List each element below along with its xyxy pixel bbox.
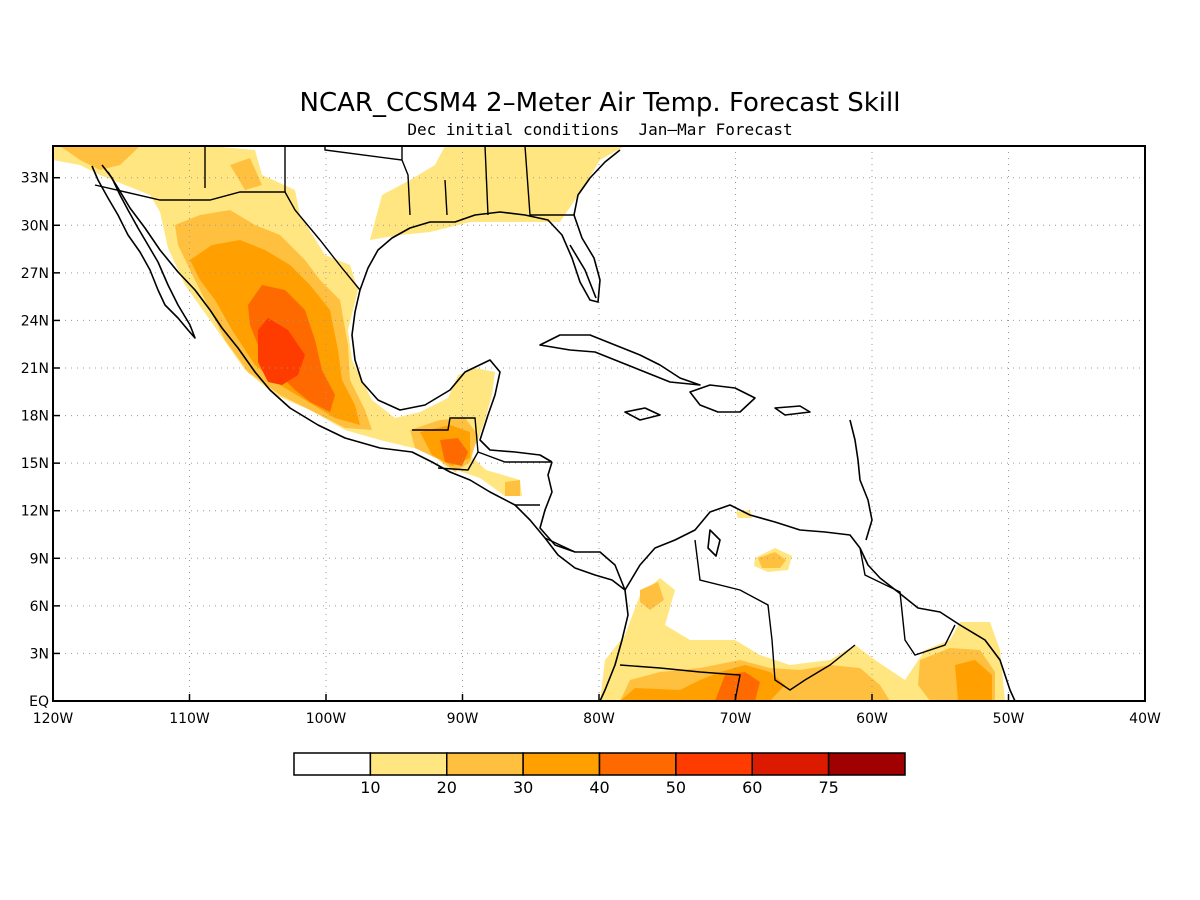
colorbar-label: 20 xyxy=(437,778,457,797)
coastline-lesser-antilles xyxy=(849,419,873,541)
colorbar-label: 10 xyxy=(360,778,380,797)
coastline-jamaica xyxy=(624,407,661,421)
y-tick-label: 15N xyxy=(21,456,49,472)
skill-region-venezuela-level2 xyxy=(758,552,786,568)
y-tick-label: 18N xyxy=(21,409,49,425)
coastline-south-america-north xyxy=(624,504,1016,701)
map-subtitle: Dec initial conditions Jan–Mar Forecast xyxy=(407,120,792,139)
border-central-america xyxy=(477,451,576,553)
border-guianas xyxy=(859,547,956,656)
coastline-baja-california xyxy=(91,164,196,339)
skill-shading-level2 xyxy=(60,146,995,701)
y-tick-label: 27N xyxy=(21,266,49,282)
map-title: NCAR_CCSM4 2–Meter Air Temp. Forecast Sk… xyxy=(300,88,901,118)
x-tick-label: 110W xyxy=(169,711,210,727)
coastline-lake-maracaibo xyxy=(707,529,721,557)
x-tick-label: 90W xyxy=(447,711,479,727)
colorbar: 10 20 30 40 50 60 75 xyxy=(293,752,906,797)
coastline-gulf-of-mexico xyxy=(351,289,553,463)
map-gridlines xyxy=(53,146,1145,701)
coastline-mexico-pacific xyxy=(107,171,626,591)
y-tick-label: 3N xyxy=(30,646,49,662)
colorbar-swatch xyxy=(751,752,830,776)
coastline-florida-keys xyxy=(569,244,597,299)
y-tick-label: 30N xyxy=(21,218,49,234)
colorbar-label: 30 xyxy=(513,778,533,797)
colorbar-label: 50 xyxy=(666,778,686,797)
border-us-states xyxy=(204,146,575,216)
x-tick-label: 60W xyxy=(856,711,888,727)
x-tick-label: 50W xyxy=(993,711,1025,727)
x-tick-label: 120W xyxy=(33,711,74,727)
colorbar-swatch xyxy=(369,752,448,776)
y-tick-label: 33N xyxy=(21,171,49,187)
latitude-ticks: EQ 3N 6N 9N 12N 15N 18N 21N 24N 27N 30N 33N xyxy=(21,171,60,710)
x-tick-label: 40W xyxy=(1129,711,1161,727)
y-tick-label: EQ xyxy=(29,694,49,710)
y-tick-label: 6N xyxy=(30,599,49,615)
skill-region-caribbean-level1 xyxy=(736,510,752,518)
colorbar-swatch xyxy=(598,752,677,776)
border-colombia-ecuador-peru xyxy=(619,664,741,701)
y-tick-label: 12N xyxy=(21,504,49,520)
x-tick-label: 80W xyxy=(583,711,615,727)
colorbar-label: 40 xyxy=(589,778,609,797)
coastline-puerto-rico xyxy=(774,405,811,416)
map-plot-area xyxy=(53,146,1145,701)
skill-region-colombia-north-level2 xyxy=(640,582,664,610)
coastline-cuba xyxy=(539,334,701,386)
coastline-south-america-pacific xyxy=(599,589,629,701)
colorbar-swatch xyxy=(522,752,601,776)
political-borders xyxy=(94,146,956,701)
colorbar-swatch xyxy=(446,752,524,776)
longitude-ticks: 120W 110W 100W 90W 80W 70W 60W 50W 40W xyxy=(33,694,1161,727)
colorbar-swatch xyxy=(293,752,372,776)
border-guatemala xyxy=(412,417,479,471)
coastline-central-america-caribbean xyxy=(539,461,626,591)
colorbar-label: 75 xyxy=(818,778,838,797)
y-tick-label: 21N xyxy=(21,361,49,377)
y-tick-label: 24N xyxy=(21,313,49,329)
skill-region-us-south-level1 xyxy=(370,146,625,240)
coastline-hispaniola xyxy=(689,384,756,413)
colorbar-label: 60 xyxy=(742,778,762,797)
skill-region-honduras-level2 xyxy=(505,480,520,496)
coastlines xyxy=(91,149,1016,701)
colorbar-swatch xyxy=(675,752,753,776)
border-colombia-venezuela xyxy=(694,539,856,691)
colorbar-swatch xyxy=(827,752,906,776)
x-tick-label: 70W xyxy=(720,711,752,727)
skill-region-us-west-level2 xyxy=(60,146,140,170)
skill-region-guatemala-level4 xyxy=(440,438,468,466)
skill-region-us-plains-level2 xyxy=(230,158,262,190)
skill-region-guiana-level3 xyxy=(955,660,992,701)
coastline-texas-louisiana xyxy=(359,149,621,303)
y-tick-label: 9N xyxy=(30,551,49,567)
x-tick-label: 100W xyxy=(306,711,347,727)
